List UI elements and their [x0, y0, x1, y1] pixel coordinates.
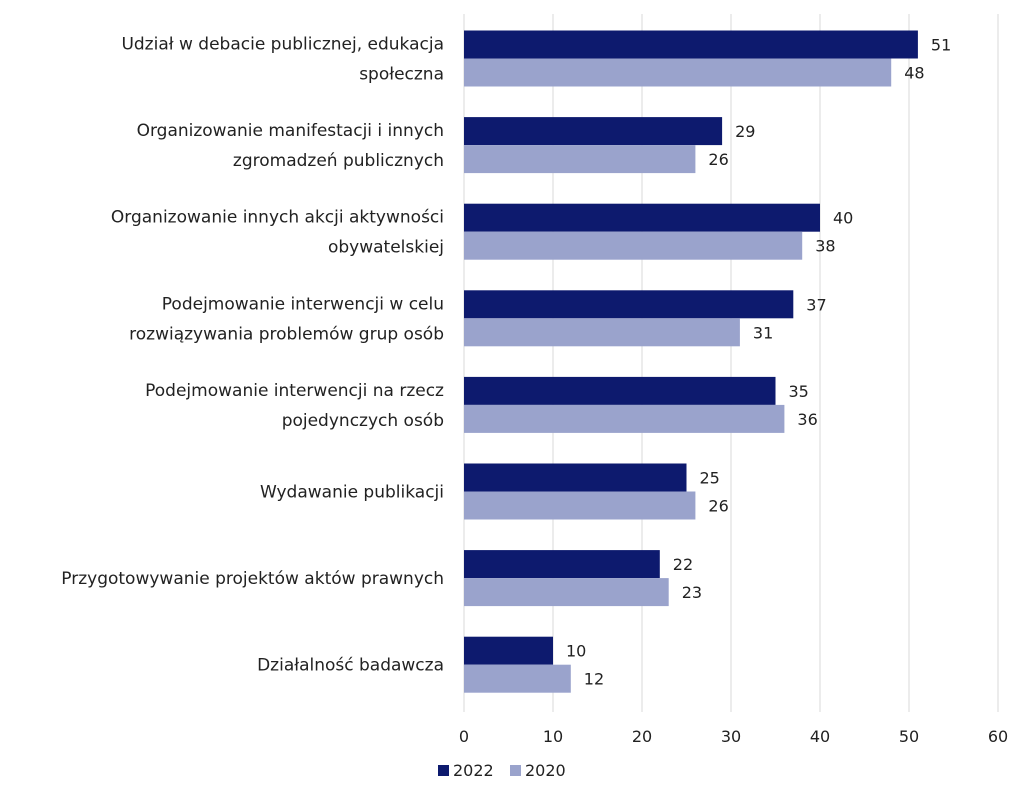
category-label: Organizowanie innych akcji aktywności — [111, 208, 444, 228]
legend-swatch-2022 — [438, 765, 449, 776]
data-label: 38 — [815, 237, 835, 256]
legend: 2022 2020 — [438, 761, 566, 780]
bar-2022-2 — [464, 203, 820, 232]
data-label: 51 — [931, 36, 951, 55]
category-label: Organizowanie manifestacji i innych — [137, 121, 444, 141]
data-label: 23 — [682, 583, 702, 602]
bar-2022-7 — [464, 636, 553, 665]
category-label: Podejmowanie interwencji w celu — [162, 294, 444, 314]
bars: 51 48 29 26 40 38 37 31 35 36 25 26 22 23 10 12 — [464, 30, 951, 693]
data-label: 40 — [833, 209, 853, 228]
bar-2022-6 — [464, 550, 660, 579]
x-tick-label: 0 — [459, 727, 469, 746]
data-label: 35 — [789, 382, 809, 401]
category-label: zgromadzeń publicznych — [233, 151, 444, 171]
category-label: rozwiązywania problemów grup osób — [129, 324, 444, 344]
data-label: 12 — [584, 670, 604, 689]
bar-2022-1 — [464, 117, 723, 146]
bar-2022-5 — [464, 463, 687, 492]
category-label: Podejmowanie interwencji na rzecz — [145, 381, 444, 401]
category-label: Wydawanie publikacji — [260, 483, 444, 503]
bar-2020-4 — [464, 404, 785, 433]
bar-2020-5 — [464, 491, 696, 520]
x-tick-label: 30 — [721, 727, 741, 746]
data-label: 48 — [904, 64, 924, 83]
bar-2020-0 — [464, 58, 892, 87]
category-label: obywatelskiej — [328, 238, 444, 258]
x-tick-label: 50 — [899, 727, 919, 746]
data-label: 29 — [735, 122, 755, 141]
data-label: 31 — [753, 323, 773, 342]
bar-2020-1 — [464, 145, 696, 174]
bar-2020-3 — [464, 318, 740, 347]
data-label: 22 — [673, 555, 693, 574]
category-label: społeczna — [359, 65, 444, 85]
x-tick-label: 60 — [988, 727, 1008, 746]
x-tick-label: 20 — [632, 727, 652, 746]
category-labels: Udział w debacie publicznej, edukacja spo… — [61, 35, 444, 676]
data-label: 37 — [806, 295, 826, 314]
bar-2020-2 — [464, 231, 803, 260]
x-tick-label: 40 — [810, 727, 830, 746]
x-axis-ticks: 0 10 20 30 40 50 60 — [459, 727, 1008, 746]
bar-2022-3 — [464, 290, 794, 319]
legend-label: 2020 — [525, 761, 566, 780]
data-label: 25 — [700, 469, 720, 488]
category-label: pojedynczych osób — [282, 411, 444, 431]
bar-2020-7 — [464, 664, 571, 693]
x-tick-label: 10 — [543, 727, 563, 746]
data-label: 26 — [708, 150, 728, 169]
category-label: Udział w debacie publicznej, edukacja — [121, 35, 444, 55]
bar-2022-0 — [464, 30, 918, 59]
data-label: 26 — [708, 497, 728, 516]
category-label: Przygotowywanie projektów aktów prawnych — [61, 569, 444, 589]
data-label: 36 — [797, 410, 817, 429]
bar-2020-6 — [464, 578, 669, 607]
bar-2022-4 — [464, 376, 776, 405]
data-label: 10 — [566, 642, 586, 661]
legend-swatch-2020 — [510, 765, 521, 776]
legend-label: 2022 — [453, 761, 494, 780]
category-label: Działalność badawcza — [257, 656, 444, 676]
